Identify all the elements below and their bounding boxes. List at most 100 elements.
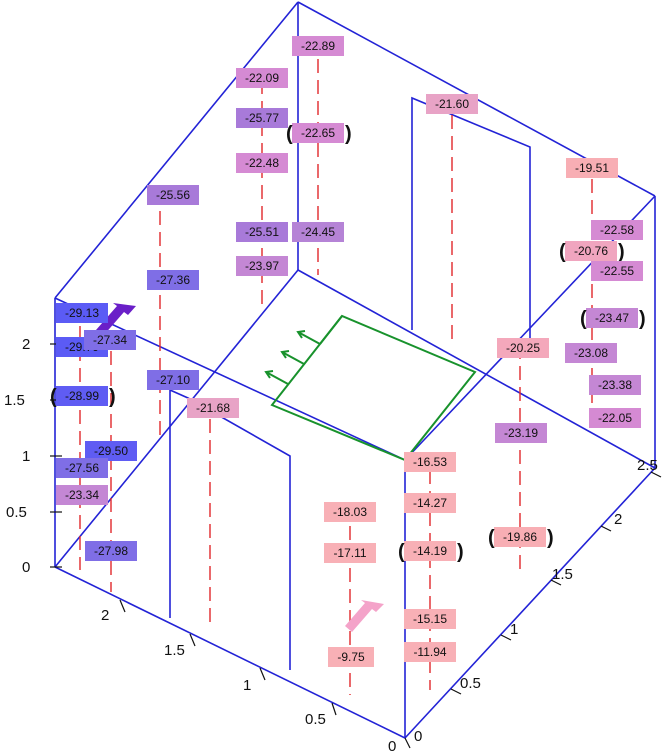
vertical-tick-label: 1.5: [4, 392, 25, 409]
value-label: -25.77: [236, 108, 288, 128]
flow-arrow: [297, 331, 321, 345]
value-label-text: -29.50: [94, 444, 128, 458]
axis-ticks: [50, 343, 662, 749]
value-label: -25.51: [236, 222, 288, 242]
bracket-open: (: [50, 386, 57, 408]
value-label-text: -23.97: [245, 259, 279, 273]
value-label-bg: [56, 458, 108, 478]
value-label: -21.68: [187, 398, 239, 418]
value-label: -25.56: [147, 185, 199, 205]
value-label-text: -18.03: [333, 505, 367, 519]
depth-tick-label: 0: [388, 738, 396, 752]
value-label-text: -23.47: [595, 311, 629, 325]
value-label: -17.11: [324, 543, 376, 563]
value-label: -22.58: [591, 220, 643, 240]
bracket-close: ): [109, 386, 116, 408]
tick-mark: [550, 579, 562, 586]
value-label-bg: [236, 153, 288, 173]
value-label-text: -29.13: [65, 306, 99, 320]
value-label: -22.65 ( ): [286, 123, 352, 145]
value-label: -9.75: [328, 647, 374, 667]
value-label-text: -16.53: [413, 455, 447, 469]
value-label: -22.48: [236, 153, 288, 173]
value-label-text: -25.51: [245, 225, 279, 239]
bracket-open: (: [488, 527, 495, 549]
width-tick-label: 1: [510, 621, 518, 638]
tick-mark: [450, 688, 462, 695]
value-label-bg: [404, 541, 456, 561]
value-label-bg: [147, 185, 199, 205]
value-label-bg: [56, 485, 108, 505]
value-label: -23.34: [56, 485, 108, 505]
value-label-bg: [236, 108, 288, 128]
value-label-text: -23.38: [598, 378, 632, 392]
value-label-bg: [85, 441, 137, 461]
value-label-bg: [236, 256, 288, 276]
tick-mark: [404, 737, 411, 749]
value-label: -27.56: [56, 458, 108, 478]
value-label-bg: [187, 398, 239, 418]
value-label: -23.38: [589, 375, 641, 395]
bracket-close: ): [457, 541, 464, 563]
value-label-text: -19.86: [503, 530, 537, 544]
value-label-bg: [565, 343, 617, 363]
width-tick-label: 1.5: [552, 566, 573, 583]
back-door-outline: [411, 96, 531, 340]
value-label-text: -22.58: [600, 223, 634, 237]
box-edge-hidden: [297, 269, 656, 469]
tick-mark: [500, 634, 512, 641]
bracket-open: (: [559, 241, 566, 263]
value-label: -29.50: [85, 441, 137, 461]
bracket-close: ): [618, 241, 625, 263]
value-label: -23.97: [236, 256, 288, 276]
axis-tick-labels: 0 0.5 1 1.5 2 2 1.5 1 0.5 0 0 0.5 1 1.5 …: [4, 336, 658, 752]
tick-mark: [600, 525, 612, 532]
value-label-bg: [236, 222, 288, 242]
value-label-text: -25.77: [245, 111, 279, 125]
value-label-text: -15.15: [413, 612, 447, 626]
value-label-bg: [292, 36, 344, 56]
value-label-bg: [589, 408, 641, 428]
value-label: -24.45: [292, 222, 344, 242]
value-label: -28.99 ( ): [50, 386, 116, 408]
value-label-bg: [56, 303, 108, 323]
value-label: -27.10: [147, 370, 199, 390]
value-label-bg: [589, 375, 641, 395]
value-label-text: -28.99: [65, 389, 99, 403]
value-label: -19.51: [566, 158, 618, 178]
value-label: -20.25: [497, 338, 549, 358]
value-label-bg: [85, 541, 137, 561]
value-label-bg: [324, 502, 376, 522]
value-label-text: -24.45: [301, 225, 335, 239]
value-label-text: -17.11: [333, 546, 366, 560]
value-label: -23.08: [565, 343, 617, 363]
value-label-bg: [586, 308, 638, 328]
value-label-text: -21.68: [196, 401, 230, 415]
value-label-text: -20.25: [506, 341, 540, 355]
value-label: -20.76 ( ): [559, 241, 625, 263]
value-label-text: -27.10: [156, 373, 190, 387]
depth-tick-label: 1.5: [164, 642, 185, 659]
value-label-bg: [591, 261, 643, 281]
value-label-bg: [324, 543, 376, 563]
width-tick-label: 0: [414, 728, 422, 745]
value-label-text: -14.27: [413, 496, 447, 510]
tick-mark: [331, 702, 337, 716]
value-label-bg: [404, 642, 456, 662]
value-label-bg: [591, 220, 643, 240]
value-label-bg: [426, 94, 478, 114]
value-label: -27.34: [84, 330, 136, 350]
value-label-text: -27.98: [94, 544, 128, 558]
value-label-text: -22.89: [301, 39, 335, 53]
value-label-text: -22.55: [600, 264, 634, 278]
vertical-tick-label: 2: [22, 336, 30, 353]
box-edge: [54, 1, 299, 299]
value-label-text: -19.51: [575, 161, 609, 175]
tick-mark: [259, 667, 266, 681]
value-label-text: -27.36: [156, 273, 190, 287]
value-label-bg: [84, 330, 136, 350]
value-label-text: -11.94: [413, 645, 446, 659]
vertical-tick-label: 0: [22, 559, 30, 576]
value-label-bg: [565, 241, 617, 261]
value-label: -14.27: [404, 493, 456, 513]
